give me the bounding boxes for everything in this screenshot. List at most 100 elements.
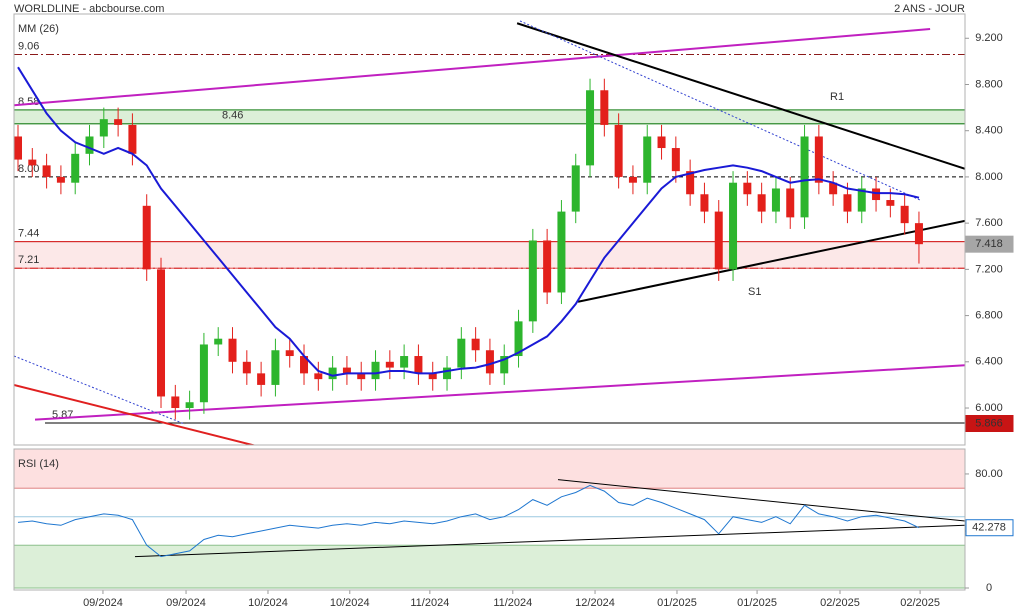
candle-body <box>586 90 595 166</box>
candle-body <box>56 176 65 183</box>
candle-body <box>114 119 123 125</box>
candle-body <box>271 350 280 385</box>
candle-body <box>71 153 80 183</box>
candle-body <box>757 194 766 212</box>
candle-body <box>342 367 351 374</box>
y-tick-label: 0 <box>986 582 992 594</box>
candle-body <box>814 136 823 183</box>
y-tick-label: 7.600 <box>975 217 1003 229</box>
x-tick-label: 09/2024 <box>166 597 206 609</box>
trend-line <box>134 524 965 558</box>
candle-body <box>557 211 566 293</box>
zone <box>14 241 965 269</box>
candle-body <box>643 136 652 183</box>
series-label: RSI (14) <box>18 458 59 470</box>
trend-line <box>14 28 931 107</box>
x-tick-label: 01/2025 <box>657 597 697 609</box>
annotation: S1 <box>748 286 761 298</box>
x-tick-label: 09/2024 <box>83 597 123 609</box>
level-label: 7.21 <box>18 254 39 266</box>
candle-body <box>214 338 223 345</box>
x-tick-label: 10/2024 <box>248 597 288 609</box>
annotation: R1 <box>830 91 844 103</box>
candle-body <box>400 356 409 368</box>
trend-line <box>516 22 965 170</box>
candle-body <box>42 165 51 177</box>
y-tick-label: 7.200 <box>975 263 1003 275</box>
candle-body <box>85 136 94 154</box>
candle-body <box>886 200 895 206</box>
candle-body <box>428 373 437 380</box>
chart-subtitle: 2 ANS - JOUR <box>894 3 965 15</box>
candle-body <box>771 188 780 212</box>
candle-body <box>128 124 137 154</box>
candle-body <box>371 361 380 380</box>
candle-body <box>600 90 609 125</box>
x-tick-label: 10/2024 <box>330 597 370 609</box>
candle-body <box>528 240 537 322</box>
candle-body <box>28 159 37 166</box>
x-tick-label: 02/2025 <box>900 597 940 609</box>
candle-body <box>872 188 881 201</box>
candle-body <box>171 396 180 409</box>
candle-body <box>686 171 695 195</box>
price-tag-label: 42.278 <box>972 522 1006 534</box>
y-tick-label: 8.000 <box>975 171 1003 183</box>
candle-body <box>500 356 509 374</box>
candle-body <box>543 240 552 293</box>
candle-body <box>142 205 151 270</box>
pane: RSI (14) <box>14 449 965 590</box>
x-tick-label: 01/2025 <box>737 597 777 609</box>
candle-body <box>471 338 480 351</box>
trend-line <box>14 383 257 445</box>
candle-body <box>829 182 838 195</box>
candle-body <box>900 205 909 224</box>
y-tick-label: 6.400 <box>975 356 1003 368</box>
candle-body <box>857 188 866 212</box>
candle-body <box>157 269 166 397</box>
candle-body <box>843 194 852 212</box>
zone <box>14 449 965 489</box>
candle-body <box>228 338 237 362</box>
price-tag <box>965 415 1014 433</box>
candle-body <box>199 344 208 403</box>
price-tag-label: 7.418 <box>975 238 1003 250</box>
candle-body <box>571 165 580 212</box>
candle-body <box>614 124 623 177</box>
series-line <box>17 484 920 558</box>
level-label: 7.44 <box>18 228 39 240</box>
candle-body <box>185 402 194 409</box>
pane-border <box>13 13 966 446</box>
candle-body <box>657 136 666 149</box>
x-tick-label: 11/2024 <box>493 597 532 609</box>
candle-body <box>414 356 423 374</box>
level-label: 9.06 <box>18 40 39 52</box>
candle-body <box>743 182 752 195</box>
candle-body <box>729 182 738 270</box>
level-label: 8.00 <box>18 163 39 175</box>
candle-body <box>357 373 366 380</box>
y-tick-label: 8.400 <box>975 125 1003 137</box>
candle-body <box>300 356 309 374</box>
candle-body <box>485 350 494 374</box>
candle-body <box>786 188 795 218</box>
chart-title: WORLDLINE - abcbourse.com <box>14 3 164 15</box>
candle-body <box>714 211 723 270</box>
pane-border <box>13 448 966 591</box>
x-tick-label: 11/2024 <box>410 597 449 609</box>
trend-line <box>14 355 186 425</box>
candle-body <box>671 148 680 172</box>
candle-body <box>99 119 108 137</box>
candle-body <box>457 338 466 368</box>
trend-line <box>577 219 965 303</box>
x-tick-label: 02/2025 <box>820 597 860 609</box>
zone <box>14 544 965 589</box>
series-label: MM (26) <box>18 23 59 35</box>
candle-body <box>314 373 323 380</box>
candle-body <box>443 367 452 380</box>
y-tick-label: 6.800 <box>975 309 1003 321</box>
price-tag <box>965 235 1014 253</box>
